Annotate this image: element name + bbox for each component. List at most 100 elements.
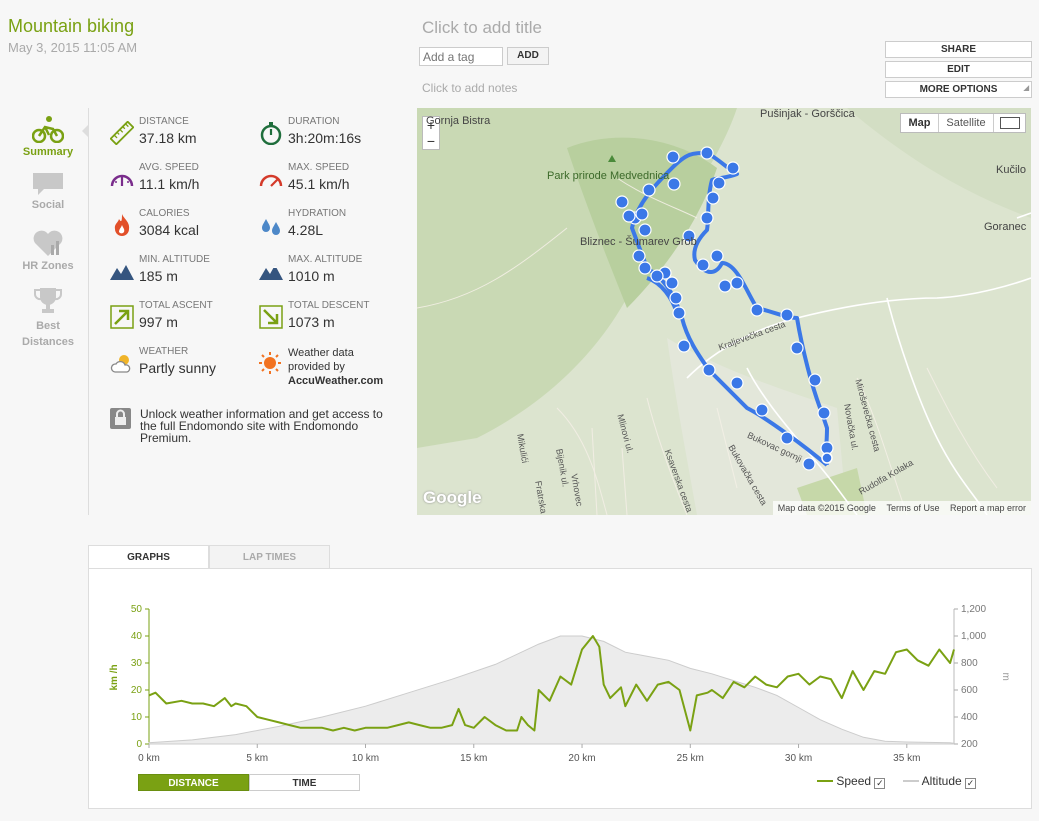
- right-tick-label: 1,200: [961, 604, 986, 615]
- time-toggle-button[interactable]: TIME: [249, 774, 360, 791]
- google-logo: Google: [423, 488, 482, 507]
- left-tick-label: 20: [131, 685, 143, 696]
- legend-altitude[interactable]: Altitude ✓: [903, 774, 977, 789]
- report-map-error-link[interactable]: Report a map error: [949, 503, 1026, 513]
- map-canvas: [417, 108, 1031, 515]
- stat-max-altitude: Max. Altitude 1010 m: [259, 254, 409, 296]
- stat-total-ascent: Total Ascent 997 m: [110, 300, 260, 342]
- add-title-field[interactable]: Click to add title: [422, 18, 542, 37]
- stat-label: Weather: [139, 346, 189, 357]
- stat-hydration: Hydration 4.28L: [259, 208, 409, 250]
- map-label-park: Park prirode Medvednica: [547, 170, 670, 182]
- right-tick-label: 800: [961, 658, 978, 669]
- bike-icon: [32, 116, 64, 143]
- fullscreen-button[interactable]: [993, 114, 1025, 132]
- sidebar-item-best-distances[interactable]: Best Distances: [12, 287, 84, 350]
- left-tick-label: 40: [131, 631, 143, 642]
- terms-of-use-link[interactable]: Terms of Use: [886, 503, 940, 513]
- x-tick-label: 30 km: [785, 753, 812, 764]
- stat-total-descent: Total Descent 1073 m: [259, 300, 409, 342]
- legend-speed[interactable]: Speed ✓: [817, 774, 886, 789]
- map-footer: Map data ©2015 Google Terms of Use Repor…: [772, 501, 1031, 515]
- right-tick-label: 1,000: [961, 631, 986, 642]
- stat-value: 3h:20m:16s: [288, 130, 362, 146]
- stat-label: Avg. Speed: [139, 162, 199, 173]
- legend-speed-label: Speed: [836, 774, 872, 788]
- legend-altitude-checkbox[interactable]: ✓: [965, 778, 977, 789]
- map-label-goranec: Goranec: [984, 221, 1027, 233]
- flame-icon: [114, 214, 130, 236]
- left-tick-label: 30: [131, 658, 143, 669]
- sidebar-item-social[interactable]: Social: [12, 172, 84, 211]
- zoom-out-button[interactable]: −: [426, 133, 436, 149]
- left-tick-label: 50: [131, 604, 143, 615]
- stat-label: Max. Speed: [288, 162, 350, 173]
- speed-series-line: [148, 635, 955, 732]
- more-options-button[interactable]: MORE OPTIONS ◢: [885, 81, 1032, 98]
- map-data-attribution: Map data ©2015 Google: [777, 503, 876, 513]
- stat-label: Max. Altitude: [288, 254, 363, 265]
- edit-button[interactable]: EDIT: [885, 61, 1032, 78]
- map-label-bliznec: Bliznec - Šumarev Grob: [580, 236, 697, 248]
- stat-value: 997 m: [139, 314, 178, 330]
- speech-bubble-icon: [33, 173, 63, 195]
- legend-altitude-swatch: [903, 780, 919, 782]
- add-tag-button[interactable]: ADD: [507, 47, 549, 65]
- sidebar-item-summary[interactable]: Summary: [12, 115, 84, 158]
- speedometer-max-icon: [259, 174, 283, 187]
- speedometer-avg-icon: [110, 174, 134, 187]
- map-type-map-button[interactable]: Map: [908, 117, 931, 129]
- left-tick-label: 10: [131, 712, 143, 723]
- sidebar-item-label: Summary: [22, 146, 74, 158]
- stat-value: 11.1 km/h: [139, 176, 200, 192]
- stat-value: 37.18 km: [139, 130, 197, 146]
- sidebar-divider: [88, 108, 89, 515]
- map-label-kucilo: Kučilo: [996, 164, 1026, 176]
- sidebar-item-hr-zones[interactable]: HR Zones: [12, 229, 84, 272]
- activity-date: May 3, 2015 11:05 AM: [8, 40, 138, 55]
- stat-weather: Weather Partly sunny: [110, 346, 260, 388]
- water-drops-icon: [262, 219, 280, 235]
- stat-label: Duration: [288, 116, 340, 127]
- stat-label: Calories: [139, 208, 190, 219]
- premium-promo-text: Unlock weather information and get acces…: [140, 407, 383, 445]
- stat-value: 185 m: [139, 268, 178, 284]
- arrow-down-right-icon: [259, 305, 283, 329]
- fullscreen-icon: [1000, 117, 1020, 129]
- premium-lock-icon: [110, 408, 131, 429]
- stat-value: Partly sunny: [139, 360, 217, 376]
- tag-input[interactable]: [419, 47, 503, 66]
- zoom-in-button[interactable]: +: [426, 117, 436, 133]
- tab-lap-times[interactable]: LAP TIMES: [209, 545, 330, 569]
- speed-altitude-chart[interactable]: 0 10 20 30 40 50 200 400 600 800 1,000 1,200 0 km 5 k…: [88, 595, 1032, 773]
- sidebar-item-label: Social: [31, 199, 65, 211]
- stat-distance: Distance 37.18 km: [110, 116, 260, 158]
- arrow-up-right-icon: [110, 305, 134, 329]
- map-type-satellite-button[interactable]: Satellite: [938, 114, 993, 132]
- mountain-icon: [110, 265, 134, 280]
- stat-duration: Duration 3h:20m:16s: [259, 116, 409, 158]
- premium-promo[interactable]: Unlock weather information and get acces…: [110, 408, 390, 444]
- partly-sunny-icon: [110, 355, 131, 373]
- stat-label: Total Ascent: [139, 300, 213, 311]
- share-button[interactable]: SHARE: [885, 41, 1032, 58]
- stat-value: 1073 m: [288, 314, 335, 330]
- mountain-peak-icon: [259, 265, 283, 280]
- left-tick-label: 0: [136, 739, 142, 750]
- tab-graphs[interactable]: GRAPHS: [88, 545, 209, 570]
- stat-value: 3084 kcal: [139, 222, 199, 238]
- accuweather-sun-icon: [259, 352, 281, 374]
- activity-title: Mountain biking: [8, 16, 135, 36]
- route-map[interactable]: + − Map Satellite Gornja Bistra Pušinjak…: [417, 108, 1031, 515]
- sidebar-item-label: HR Zones: [22, 260, 74, 272]
- stat-label: Total Descent: [288, 300, 370, 311]
- distance-toggle-button[interactable]: DISTANCE: [138, 774, 249, 791]
- stat-label: Min. Altitude: [139, 254, 210, 265]
- stat-label: Distance: [139, 116, 189, 127]
- legend-speed-checkbox[interactable]: ✓: [874, 778, 886, 789]
- y-axis-label-speed: km /h: [109, 664, 120, 690]
- heart-chart-icon: [33, 230, 63, 256]
- legend-altitude-label: Altitude: [921, 774, 962, 788]
- add-notes-field[interactable]: Click to add notes: [422, 81, 518, 95]
- accuweather-link[interactable]: AccuWeather.com: [288, 375, 384, 387]
